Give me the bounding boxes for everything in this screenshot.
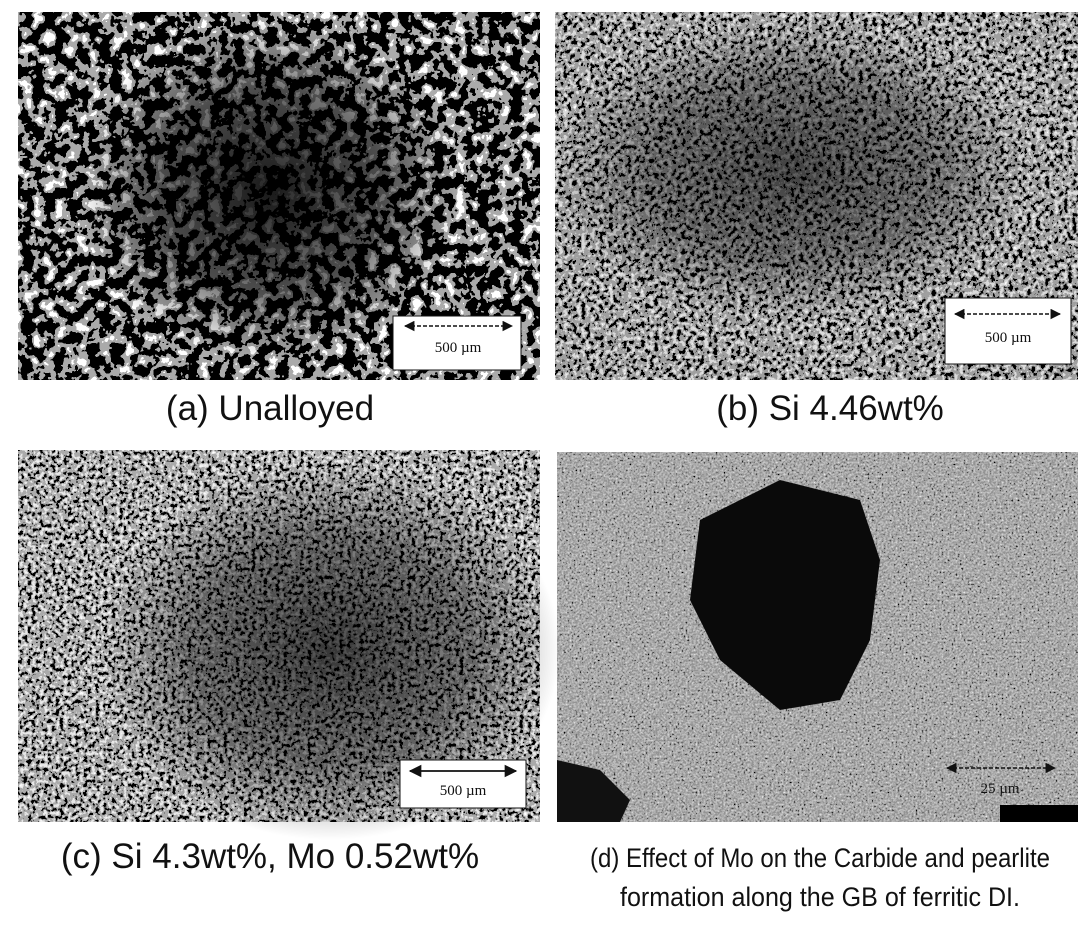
scale-bar-label: 500 µm	[985, 330, 1032, 346]
caption-line: formation along the GB of ferritic DI.	[620, 882, 1020, 912]
micrograph-a: 500 µm	[18, 12, 540, 380]
caption: (c) Si 4.3wt%, Mo 0.52wt%	[61, 837, 479, 876]
caption: (a) Unalloyed	[166, 389, 374, 428]
caption: (b) Si 4.46wt%	[716, 389, 944, 428]
caption-line: (d) Effect of Mo on the Carbide and pear…	[590, 843, 1050, 873]
micrograph-d: 25 µm	[557, 450, 1078, 822]
micrograph-b: 500 µm	[550, 12, 1078, 380]
scale-bar-label: 500 µm	[435, 340, 482, 356]
figure: 500 µm (a) Unalloyed 500 µm (b) Si 4.46w…	[0, 0, 1089, 929]
scale-bar-label: 500 µm	[440, 783, 487, 799]
micrograph-c: 500 µm	[18, 450, 560, 840]
scale-bar-label: 25 µm	[980, 781, 1019, 797]
